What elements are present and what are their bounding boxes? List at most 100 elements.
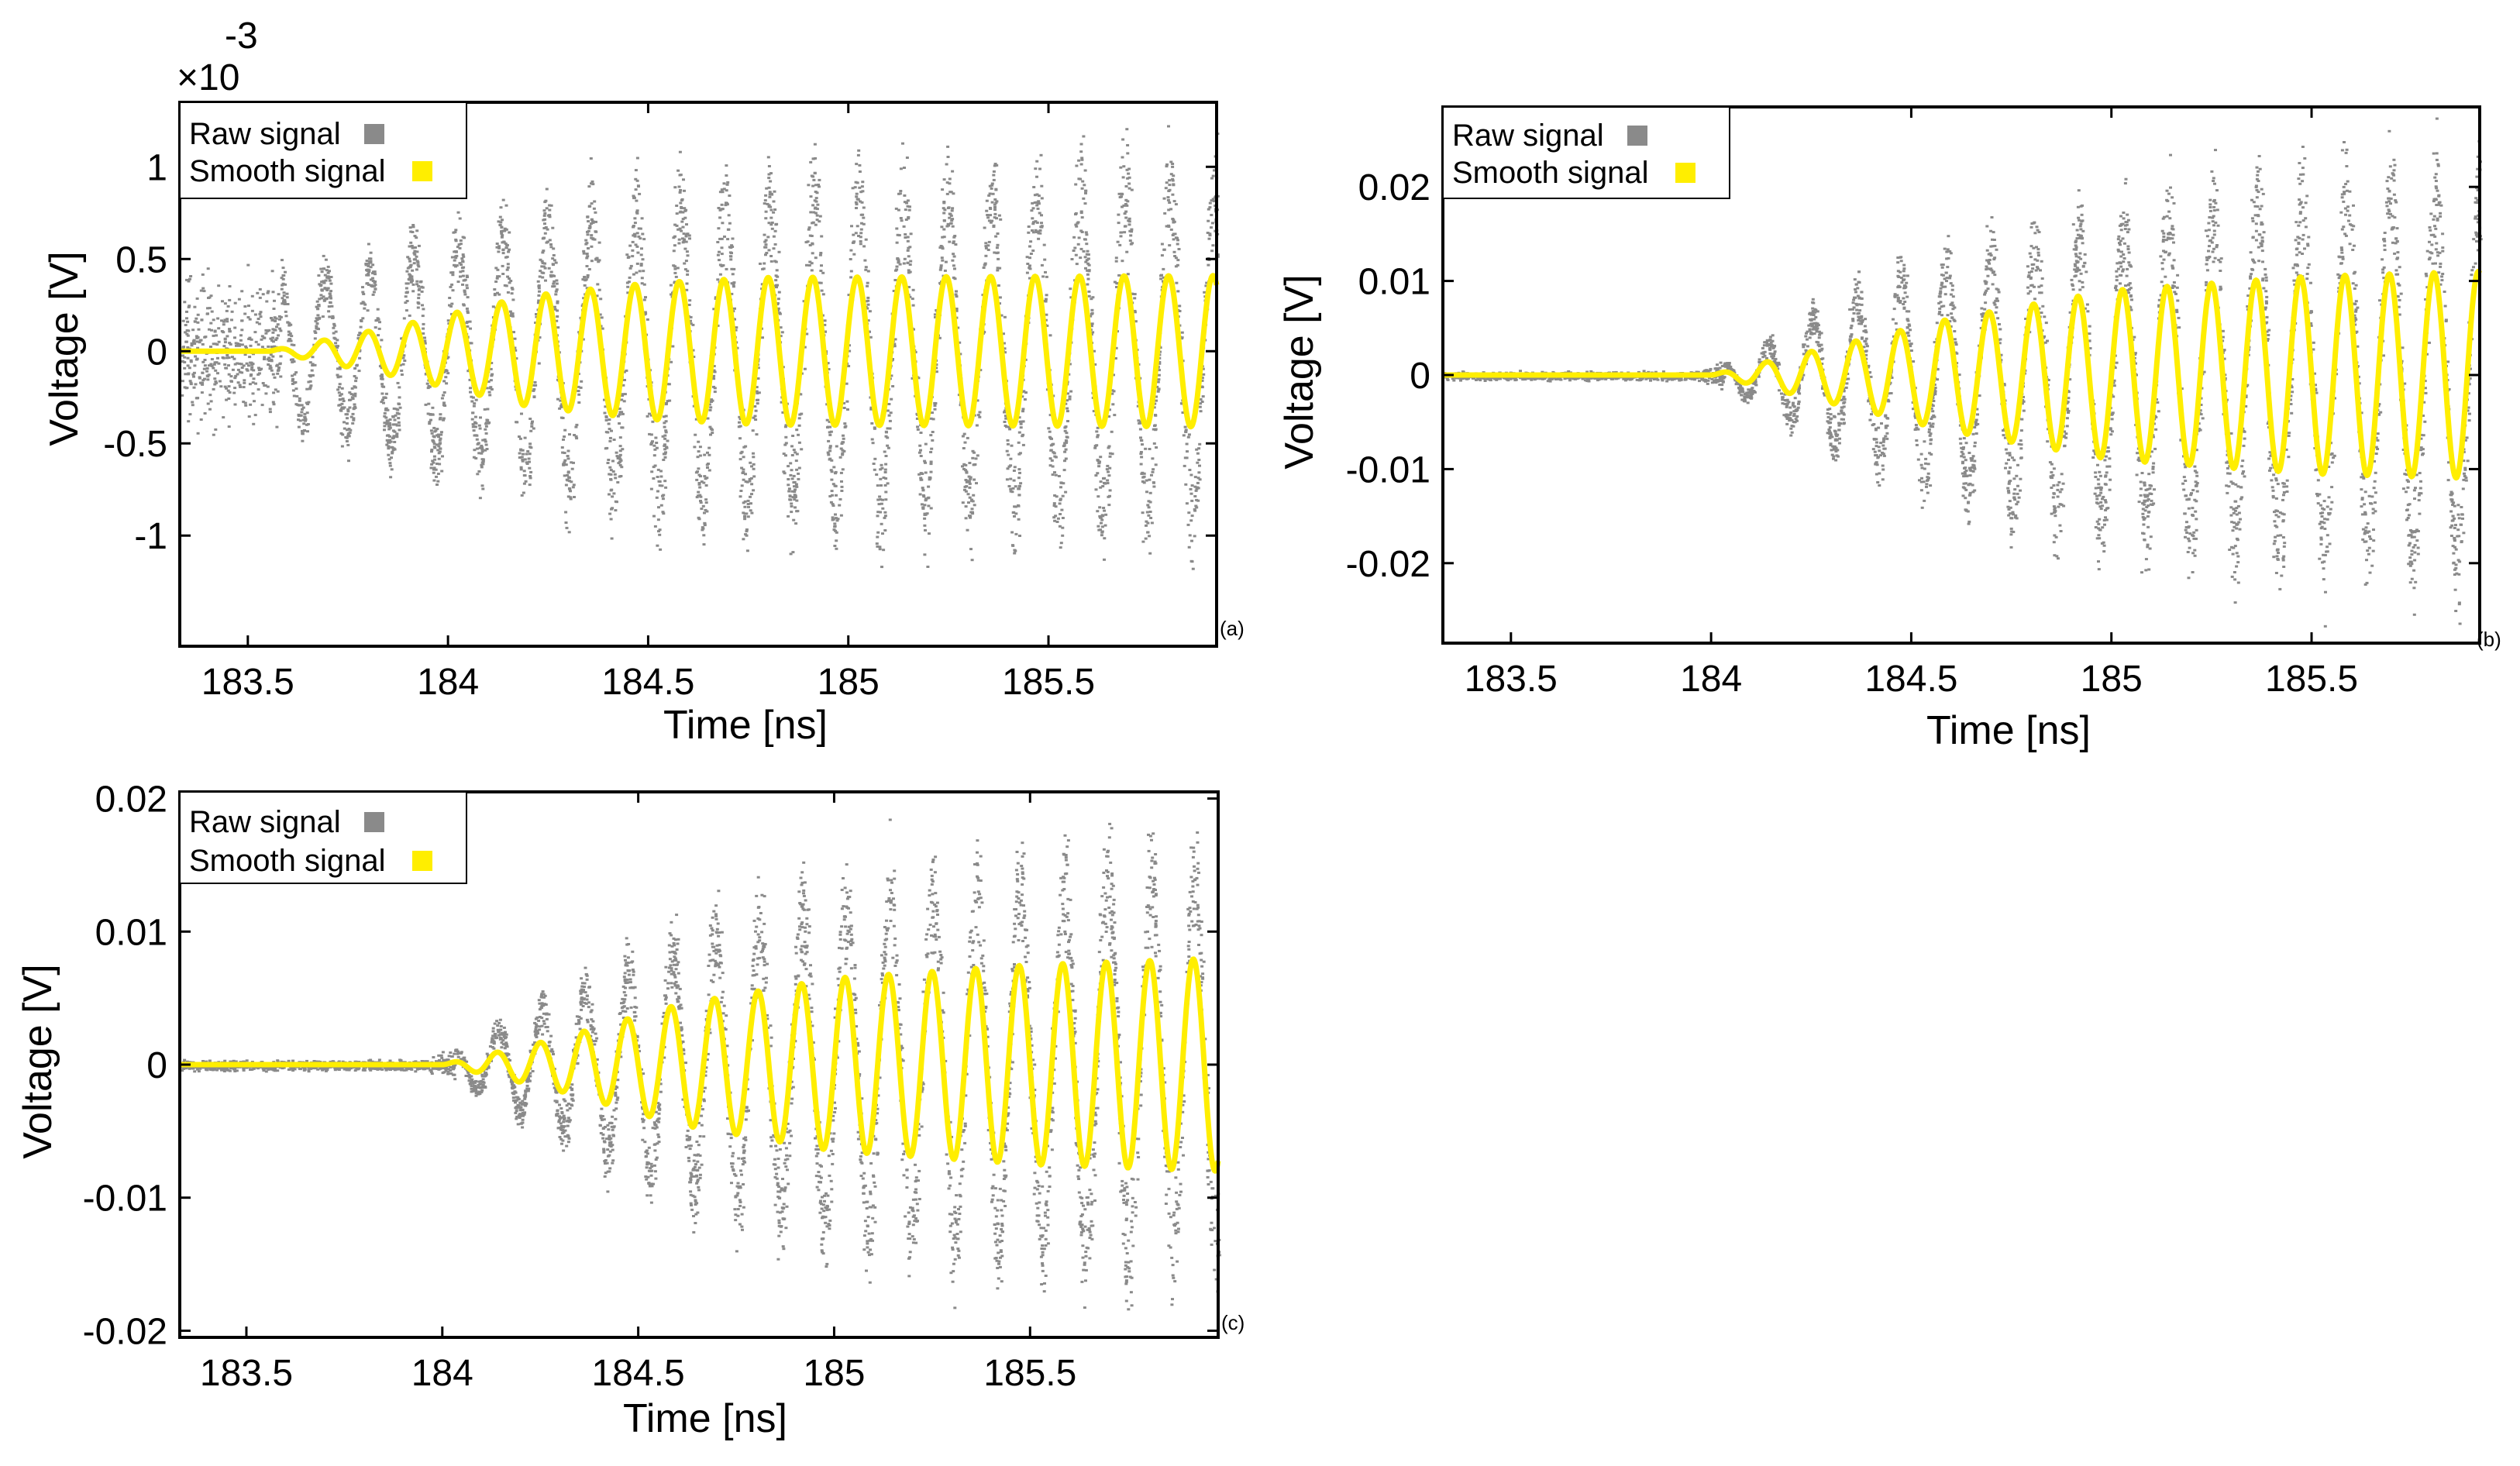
raw-signal-point-a bbox=[206, 378, 210, 381]
raw-signal-point-a bbox=[1013, 552, 1017, 555]
raw-signal-point-a bbox=[842, 401, 846, 404]
raw-signal-point-a bbox=[1031, 249, 1035, 252]
raw-signal-point-a bbox=[738, 458, 742, 461]
raw-signal-point-a bbox=[608, 493, 611, 496]
exponent-base-label-a: ×10 bbox=[177, 57, 239, 98]
raw-signal-point-a bbox=[366, 269, 370, 272]
raw-signal-point-a bbox=[990, 201, 994, 204]
raw-signal-point-a bbox=[1014, 512, 1018, 515]
raw-signal-point-a bbox=[830, 478, 834, 481]
raw-signal-point-a bbox=[1048, 437, 1052, 440]
raw-signal-point-b bbox=[2235, 552, 2239, 555]
raw-signal-point-a bbox=[768, 193, 772, 196]
raw-signal-point-a bbox=[518, 437, 522, 440]
raw-signal-point-a bbox=[1079, 229, 1083, 232]
raw-signal-point-a bbox=[439, 442, 442, 445]
raw-signal-point-a bbox=[934, 315, 937, 318]
raw-signal-point-a bbox=[1070, 258, 1074, 260]
raw-signal-point-b bbox=[2268, 469, 2271, 472]
raw-signal-point-a bbox=[854, 232, 858, 235]
raw-signal-point-a bbox=[831, 516, 835, 519]
raw-signal-point-a bbox=[1199, 410, 1203, 413]
raw-signal-point-a bbox=[441, 455, 444, 458]
raw-signal-point-a bbox=[746, 503, 750, 505]
raw-signal-point-a bbox=[745, 528, 749, 531]
raw-signal-point-a bbox=[281, 259, 284, 262]
raw-signal-point-a bbox=[1198, 478, 1202, 481]
raw-signal-point-a bbox=[1058, 502, 1062, 505]
raw-signal-point-a bbox=[559, 404, 563, 408]
raw-signal-point-a bbox=[191, 401, 195, 404]
raw-signal-point-a bbox=[962, 447, 966, 449]
raw-signal-point-a bbox=[554, 261, 558, 264]
raw-signal-point-a bbox=[542, 265, 546, 268]
raw-signal-point-a bbox=[635, 157, 639, 160]
raw-signal-point-a bbox=[1085, 253, 1089, 256]
raw-signal-point-a bbox=[387, 453, 391, 456]
raw-signal-point-a bbox=[476, 473, 480, 476]
raw-signal-point-a bbox=[292, 394, 296, 397]
raw-signal-point-a bbox=[1006, 442, 1010, 446]
raw-signal-point-a bbox=[809, 160, 813, 163]
raw-signal-point-a bbox=[1028, 264, 1031, 267]
raw-signal-point-a bbox=[793, 490, 797, 494]
raw-signal-point-a bbox=[460, 267, 464, 270]
raw-signal-point-a bbox=[858, 170, 862, 173]
x-tick-label-a: 183.5 bbox=[201, 662, 294, 703]
raw-signal-point-a bbox=[383, 422, 387, 425]
raw-signal-point-a bbox=[343, 421, 346, 424]
raw-signal-point-a bbox=[763, 262, 766, 265]
raw-signal-point-a bbox=[791, 435, 795, 437]
raw-signal-point-a bbox=[886, 409, 890, 412]
raw-signal-point-a bbox=[289, 339, 293, 342]
raw-signal-point-a bbox=[1009, 487, 1013, 490]
raw-signal-point-a bbox=[1144, 537, 1148, 540]
raw-signal-point-a bbox=[897, 192, 900, 195]
raw-signal-point-a bbox=[430, 432, 434, 435]
raw-signal-point-a bbox=[415, 229, 419, 232]
raw-signal-point-a bbox=[480, 484, 484, 487]
raw-signal-point-a bbox=[1084, 191, 1087, 194]
raw-signal-point-a bbox=[764, 253, 767, 256]
raw-signal-point-a bbox=[203, 336, 207, 339]
raw-signal-point-a bbox=[1021, 443, 1025, 446]
raw-signal-point-a bbox=[1054, 473, 1058, 477]
raw-signal-point-a bbox=[763, 233, 766, 236]
raw-signal-point-a bbox=[790, 502, 794, 505]
raw-signal-point-a bbox=[223, 385, 227, 388]
raw-signal-point-a bbox=[367, 243, 370, 246]
raw-signal-point-a bbox=[738, 418, 742, 421]
raw-signal-point-a bbox=[643, 311, 647, 314]
raw-signal-point-a bbox=[1190, 484, 1194, 487]
raw-signal-point-a bbox=[1107, 415, 1111, 418]
raw-signal-point-a bbox=[338, 383, 342, 386]
raw-signal-point-b bbox=[1830, 449, 1833, 452]
raw-signal-point-a bbox=[827, 439, 831, 442]
raw-signal-point-a bbox=[250, 294, 254, 298]
raw-signal-point-a bbox=[835, 539, 838, 542]
raw-signal-point-a bbox=[1051, 465, 1055, 468]
raw-signal-point-a bbox=[294, 381, 298, 384]
raw-signal-point-a bbox=[323, 274, 327, 277]
raw-signal-point-a bbox=[570, 461, 573, 464]
raw-signal-point-a bbox=[663, 425, 666, 428]
raw-signal-point-a bbox=[749, 509, 752, 512]
raw-signal-point-a bbox=[354, 380, 358, 383]
raw-signal-point-a bbox=[1193, 508, 1196, 511]
raw-signal-point-a bbox=[834, 529, 838, 532]
raw-signal-point-a bbox=[1074, 223, 1078, 226]
raw-signal-point-a bbox=[1054, 456, 1058, 459]
raw-signal-point-a bbox=[1064, 402, 1068, 405]
raw-signal-point-a bbox=[351, 422, 355, 425]
raw-signal-point-a bbox=[754, 409, 758, 412]
raw-signal-point-a bbox=[931, 431, 935, 433]
raw-signal-point-a bbox=[854, 181, 858, 184]
raw-signal-point-a bbox=[1150, 521, 1154, 525]
raw-signal-point-a bbox=[1075, 263, 1079, 266]
raw-signal-point-a bbox=[209, 294, 213, 298]
raw-signal-point-a bbox=[673, 281, 676, 284]
raw-signal-point-a bbox=[790, 511, 794, 514]
raw-signal-point-a bbox=[1064, 425, 1068, 428]
raw-signal-point-a bbox=[794, 522, 798, 525]
raw-signal-point-a bbox=[185, 332, 189, 336]
